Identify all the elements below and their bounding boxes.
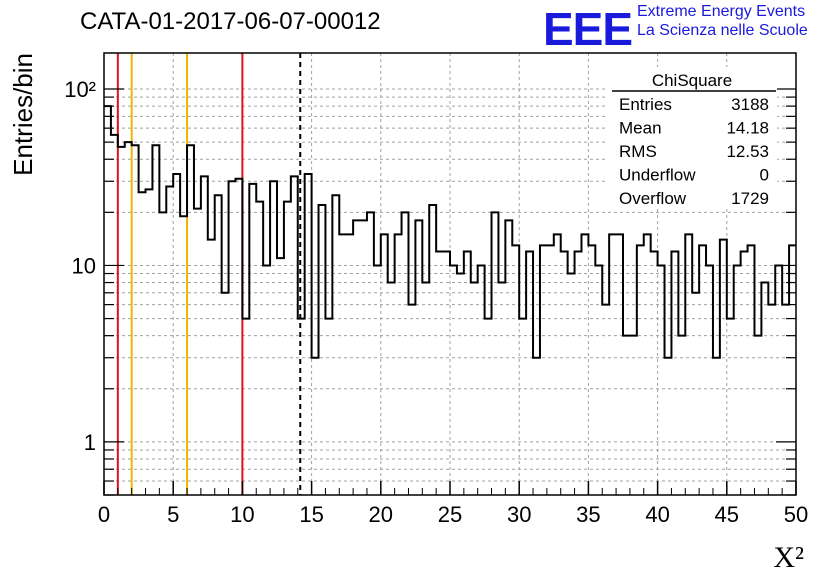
x-tick-label: 45 — [715, 502, 739, 527]
x-tick-label: 15 — [299, 502, 323, 527]
x-tick-label: 50 — [784, 502, 808, 527]
stats-label: Entries — [619, 95, 672, 114]
marker-lines — [116, 53, 302, 495]
y-axis-label: Entries/bin — [8, 53, 38, 176]
stats-label: Overflow — [619, 189, 687, 208]
stats-value: 1729 — [731, 189, 769, 208]
x-tick-label: 30 — [507, 502, 531, 527]
stats-value: 0 — [760, 166, 769, 185]
x-tick-label: 40 — [645, 502, 669, 527]
x-tick-label: 25 — [438, 502, 462, 527]
x-tick-label: 20 — [369, 502, 393, 527]
y-tick-label: 10² — [64, 77, 96, 102]
eee-logo: EEE — [543, 3, 633, 55]
y-axis-ticks: 1 10 10² — [64, 77, 796, 496]
logo-subtitle-2: La Scienza nelle Scuole — [637, 22, 808, 39]
histogram-series — [104, 105, 796, 359]
x-tick-label: 35 — [576, 502, 600, 527]
x-axis-ticks: 0 5 10 15 20 25 30 35 40 45 50 — [98, 481, 808, 527]
stats-label: Underflow — [619, 166, 696, 185]
plot-title: CATA-01-2017-06-07-00012 — [80, 8, 381, 35]
x-tick-label: 10 — [230, 502, 254, 527]
y-tick-label: 10 — [72, 253, 96, 278]
stats-label: RMS — [619, 142, 657, 161]
x-tick-label: 0 — [98, 502, 110, 527]
x-tick-label: 5 — [167, 502, 179, 527]
stats-value: 14.18 — [726, 119, 769, 138]
stats-box: ChiSquare Entries 3188 Mean 14.18 RMS 12.53 Un… — [607, 67, 777, 208]
stats-title: ChiSquare — [652, 71, 732, 90]
stats-value: 12.53 — [726, 142, 769, 161]
x-axis-label: X² — [773, 541, 804, 572]
y-tick-label: 1 — [84, 430, 96, 455]
logo-subtitle-1: Extreme Energy Events — [637, 3, 806, 20]
stats-label: Mean — [619, 119, 662, 138]
stats-value: 3188 — [731, 95, 769, 114]
